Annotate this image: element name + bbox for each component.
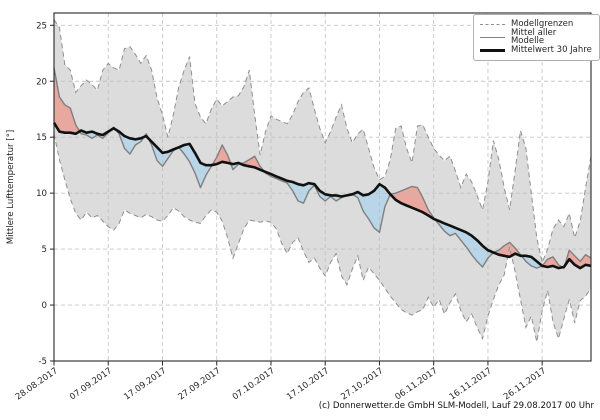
y-tick-label: 0 — [42, 301, 47, 311]
copyright-caption: (c) Donnerwetter.de GmbH SLM-Modell, Lau… — [318, 401, 594, 411]
x-tick-label: 16.11.2017 — [448, 366, 494, 402]
y-axis-label: Mittlere Lufttemperatur [°] — [6, 129, 16, 245]
dashed-line-swatch-icon — [480, 23, 505, 25]
legend-item-mittel-aller-modelle: Mittel aller Modelle — [480, 27, 592, 46]
black-line-swatch-icon — [480, 48, 505, 52]
x-tick-label: 17.10.2017 — [285, 366, 331, 402]
chart-legend: Modellgrenzen Mittel aller Modelle Mitte… — [473, 14, 600, 61]
legend-item-mittelwert-30-jahre: Mittelwert 30 Jahre — [480, 44, 592, 56]
x-tick-label: 27.10.2017 — [339, 366, 385, 402]
x-tick-label: 07.10.2017 — [231, 366, 277, 402]
legend-label: Modellgrenzen — [511, 18, 574, 29]
x-tick-label: 26.11.2017 — [502, 366, 548, 402]
plot-border — [53, 12, 592, 362]
axis-ticks — [50, 24, 543, 366]
x-tick-label: 07.09.2017 — [68, 366, 114, 402]
x-tick-label: 06.11.2017 — [394, 366, 440, 402]
x-tick-label: 28.08.2017 — [14, 366, 60, 402]
gray-line-swatch-icon — [480, 36, 505, 38]
x-tick-label: 17.09.2017 — [122, 366, 168, 402]
legend-label: Mittelwert 30 Jahre — [511, 44, 592, 55]
y-tick-label: 20 — [36, 77, 47, 87]
legend-label: Mittel aller Modelle — [510, 27, 557, 46]
x-tick-label: 27.09.2017 — [177, 366, 223, 402]
climate-mean-line — [52, 122, 592, 270]
y-tick-label: 5 — [42, 245, 47, 255]
legend-item-modellgrenzen: Modellgrenzen — [480, 18, 592, 30]
y-tick-label: 10 — [36, 189, 47, 199]
y-tick-label: -5 — [38, 357, 47, 367]
y-tick-label: 25 — [36, 21, 47, 31]
envelope-max-line — [53, 19, 592, 265]
model-envelope-band — [54, 19, 591, 342]
envelope-min-line — [53, 133, 592, 343]
y-tick-label: 15 — [36, 133, 47, 143]
